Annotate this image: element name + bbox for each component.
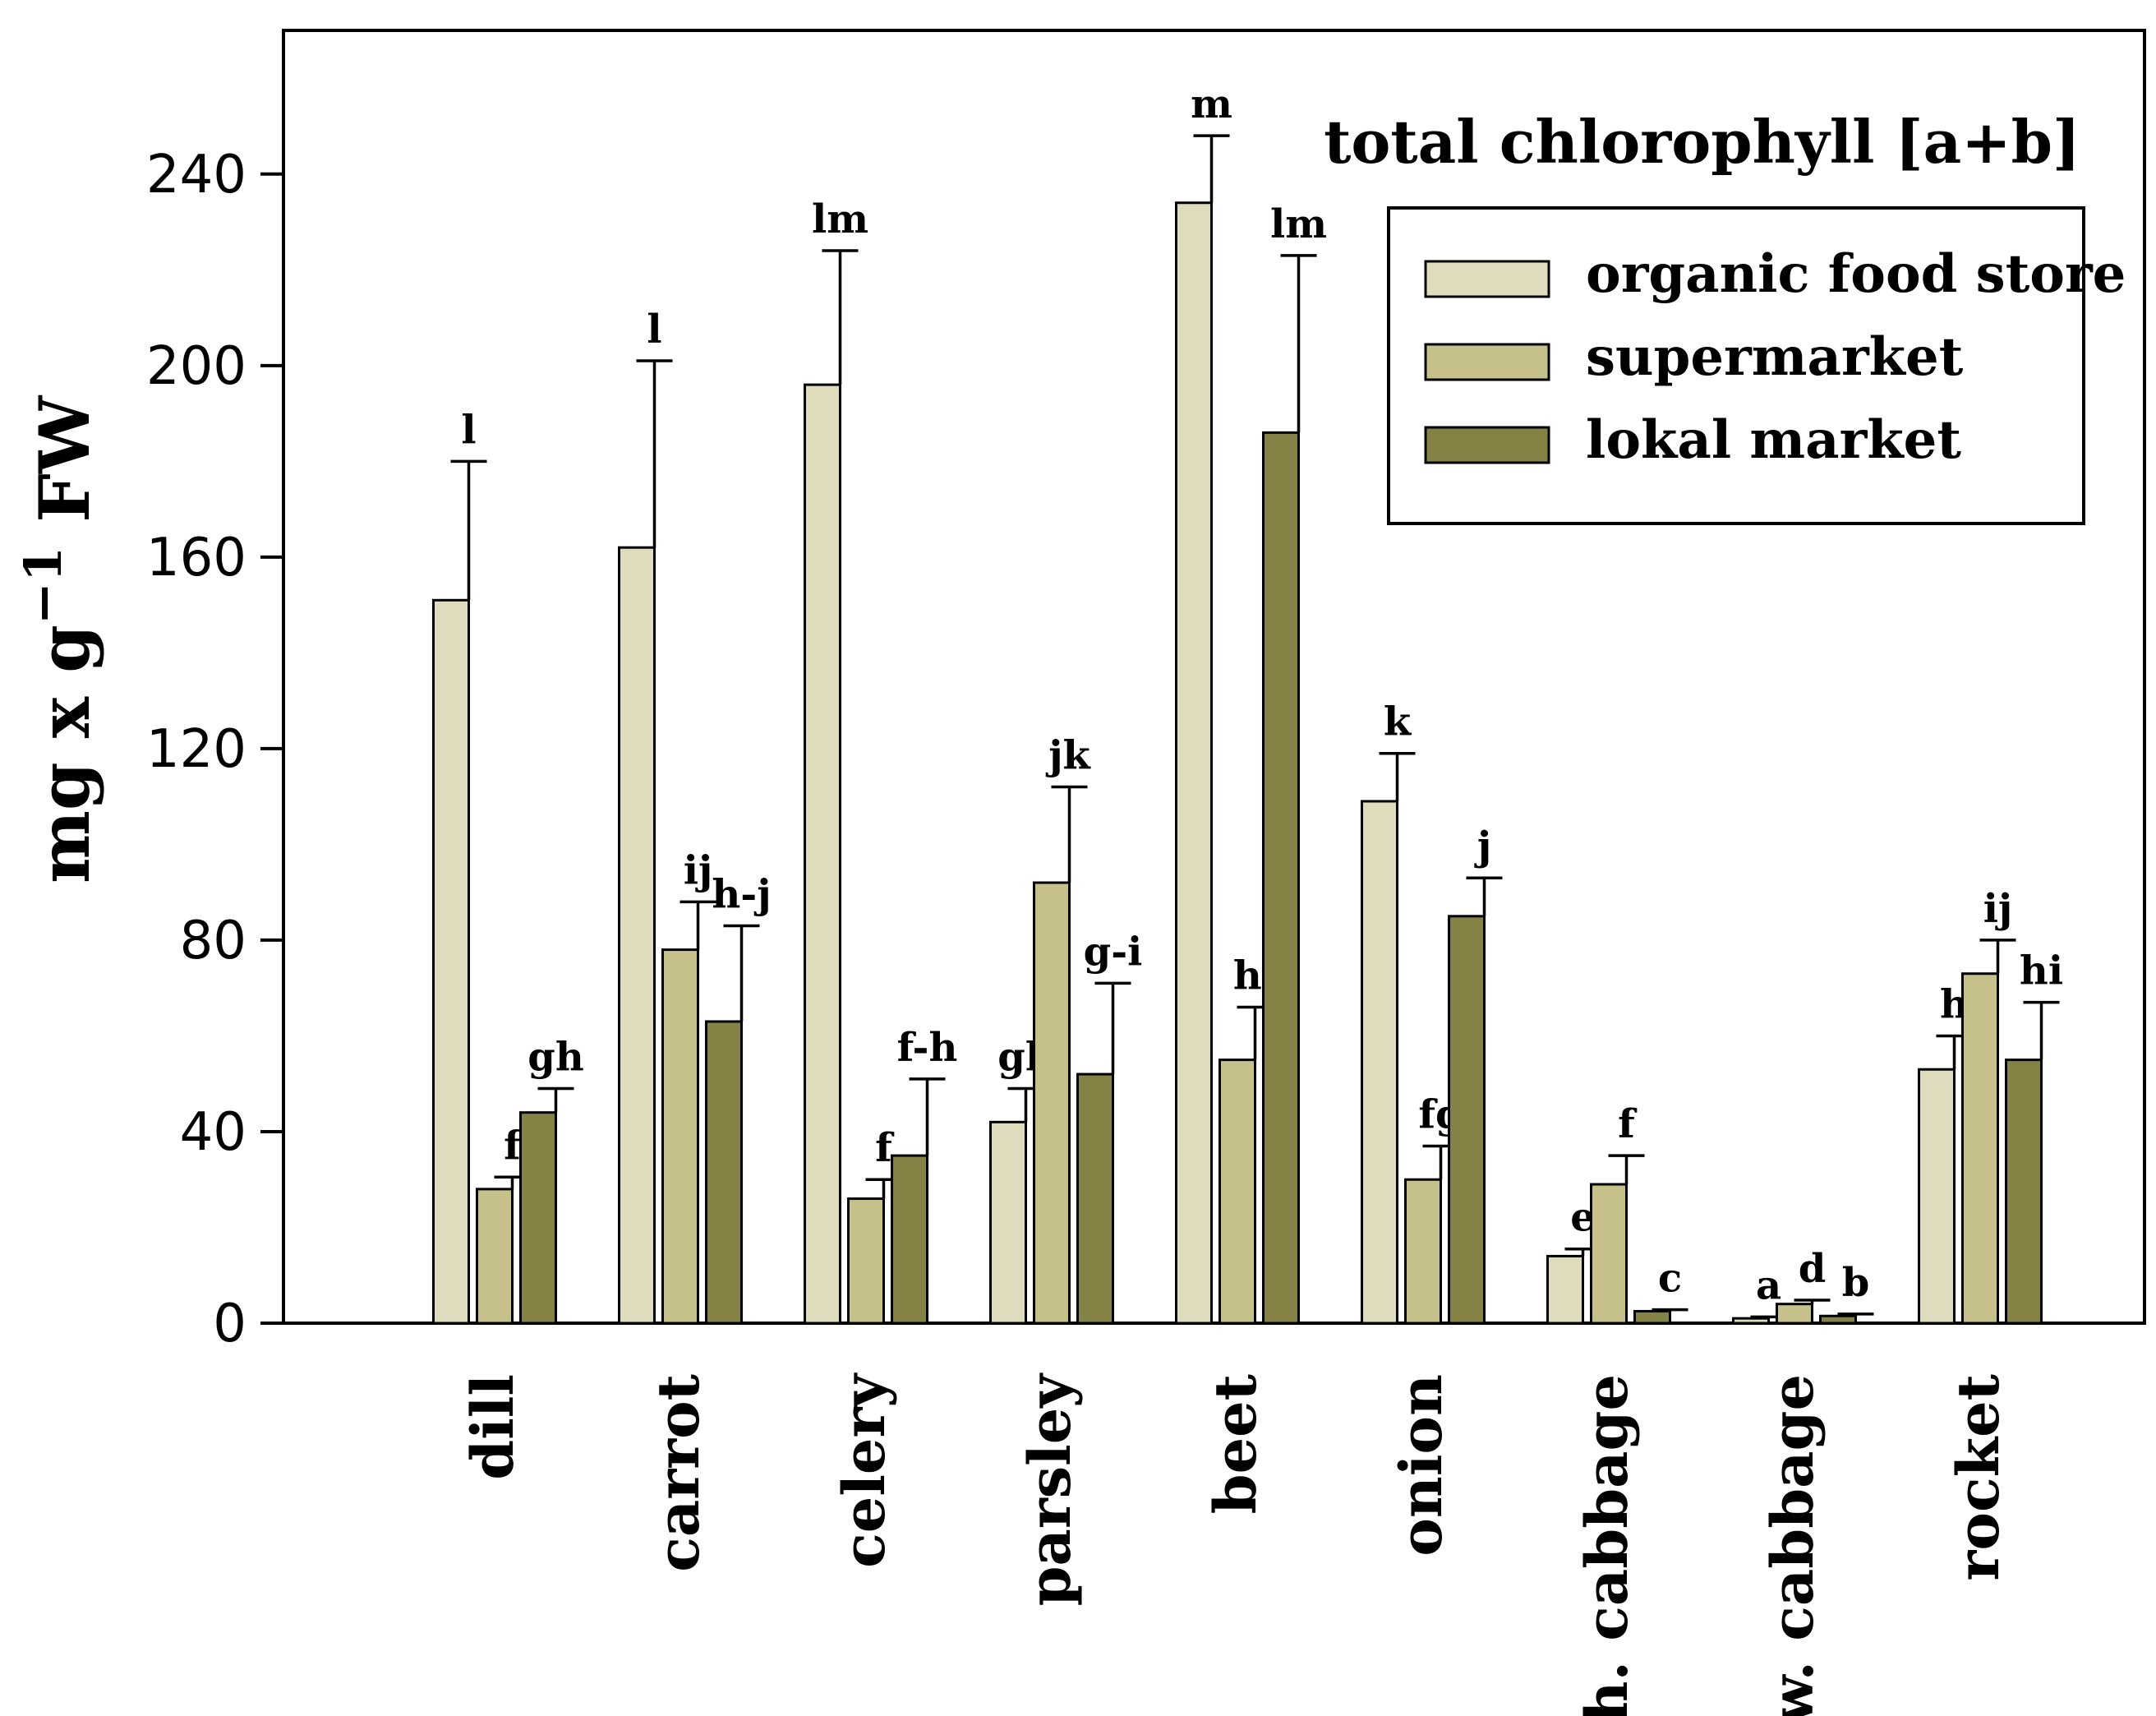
significance-label: gh xyxy=(527,1035,583,1081)
bar xyxy=(1918,1068,1956,1325)
significance-label: lm xyxy=(812,196,868,242)
legend-swatch xyxy=(1424,260,1550,298)
axes-layer: 0 40 80 120 160 200 240 dill carrot celery parsley… xyxy=(146,29,2146,1716)
legend-label: lokal market xyxy=(1586,409,1961,471)
chart-title: total chlorophyll [a+b] xyxy=(1324,107,2080,177)
significance-label: j xyxy=(1474,823,1491,870)
x-tick-label: parsley xyxy=(1016,1372,1084,1607)
significance-label: f-h xyxy=(897,1025,958,1071)
bar xyxy=(1076,1072,1114,1325)
bar xyxy=(1262,431,1300,1325)
y-tick-label: 0 xyxy=(213,1294,246,1354)
significance-label: jk xyxy=(1045,732,1091,778)
bar xyxy=(476,1188,514,1325)
x-tick-label: carrot xyxy=(644,1374,712,1572)
significance-label: l xyxy=(647,307,661,353)
bar xyxy=(618,546,656,1325)
bar xyxy=(1819,1314,1857,1325)
legend-box xyxy=(1387,206,2085,525)
significance-label: a xyxy=(1756,1262,1781,1308)
legend-label: organic food store xyxy=(1586,243,2126,305)
bar xyxy=(519,1111,557,1325)
x-tick-label: w. cabbage xyxy=(1758,1374,1827,1716)
significance-label: d xyxy=(1799,1246,1827,1292)
significance-label: m xyxy=(1191,81,1232,127)
x-tick-label: beet xyxy=(1201,1374,1269,1514)
bar xyxy=(1361,800,1398,1325)
x-tick-label: celery xyxy=(830,1372,898,1568)
bar xyxy=(1961,972,1999,1325)
bar xyxy=(1732,1317,1770,1325)
bar xyxy=(1546,1254,1584,1325)
bar xyxy=(2005,1059,2043,1325)
x-tick-label: rocket xyxy=(1944,1374,2012,1581)
bar xyxy=(989,1120,1027,1325)
legend: organic food store supermarket lokal marke… xyxy=(1387,206,2126,525)
bar xyxy=(1033,881,1071,1325)
bar xyxy=(705,1020,743,1325)
significance-label: k xyxy=(1384,699,1412,745)
significance-label: l xyxy=(461,407,476,453)
bar xyxy=(1219,1059,1256,1325)
significance-label: ij xyxy=(684,847,713,893)
bar xyxy=(1404,1178,1442,1325)
bar xyxy=(891,1154,928,1325)
legend-label: supermarket xyxy=(1586,326,1964,388)
significance-label: hi xyxy=(2020,948,2063,994)
legend-swatch xyxy=(1424,426,1550,464)
y-tick-label: 240 xyxy=(146,145,246,205)
significance-label: b xyxy=(1842,1260,1870,1306)
bar xyxy=(1175,201,1213,1325)
x-tick-label: onion xyxy=(1387,1374,1455,1557)
y-tick-label: 200 xyxy=(146,336,246,397)
significance-label: ij xyxy=(1983,886,2013,932)
y-tick-label: 40 xyxy=(180,1102,246,1163)
bar xyxy=(661,948,699,1325)
bar xyxy=(1448,915,1486,1325)
y-tick-label: 160 xyxy=(146,528,246,588)
bar xyxy=(1633,1309,1671,1325)
bar xyxy=(804,383,841,1325)
legend-swatch xyxy=(1424,343,1550,381)
bar xyxy=(1776,1303,1813,1325)
plot-frame xyxy=(282,29,2146,1325)
significance-label: c xyxy=(1658,1256,1682,1302)
x-tick-label: ch. cabbage xyxy=(1573,1374,1641,1716)
bar xyxy=(432,598,470,1325)
significance-label: lm xyxy=(1270,201,1327,247)
y-axis-label: mg x g−1 FW xyxy=(13,394,105,883)
y-tick-label: 80 xyxy=(180,911,246,971)
significance-label: g-i xyxy=(1084,929,1143,975)
significance-label: h-j xyxy=(712,871,771,917)
bar xyxy=(847,1197,885,1325)
y-tick-label: 120 xyxy=(146,719,246,780)
significance-label: f xyxy=(1618,1101,1638,1147)
bar xyxy=(1590,1183,1628,1325)
x-tick-label: dill xyxy=(458,1374,527,1480)
